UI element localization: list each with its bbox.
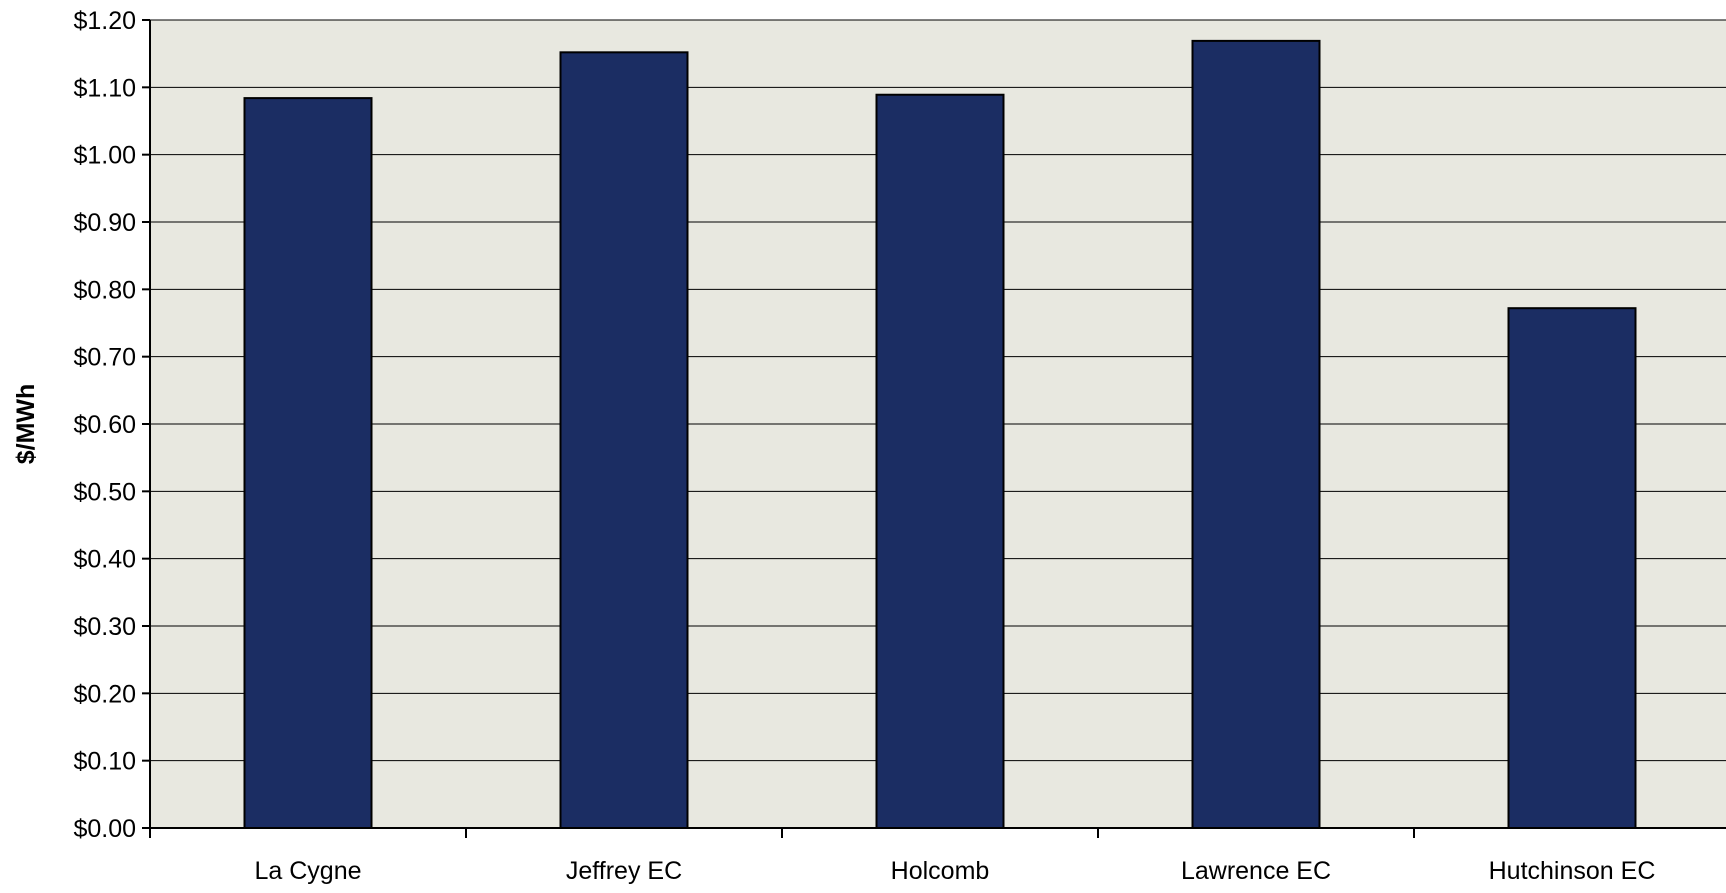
x-tick-label: Jeffrey EC [566,857,682,885]
y-tick-labels: $0.00 $0.10 $0.20 $0.30 $0.40 $0.50 $0.60 $0.70… [73,7,136,843]
bar [1191,39,1321,829]
y-tick-label: $0.40 [73,546,136,574]
y-tick-label: $0.20 [73,680,136,708]
y-tick-label: $0.70 [73,344,136,372]
bar [243,97,373,829]
x-tick-label: Lawrence EC [1181,857,1331,885]
y-tick-label: $1.10 [73,74,136,102]
y-axis-title: $/MWh [12,384,40,465]
y-tick-label: $0.80 [73,276,136,304]
bar [1507,307,1637,830]
y-tick-label: $0.00 [73,815,136,843]
y-tick-label: $1.20 [73,7,136,35]
bar [559,51,689,829]
x-tick-labels: La Cygne Jeffrey EC Holcomb Lawrence EC Hutc… [254,857,1655,885]
y-tick-label: $0.60 [73,411,136,439]
y-tick-label: $1.00 [73,142,136,170]
x-tick-label: La Cygne [254,857,361,885]
y-tick-label: $0.50 [73,478,136,506]
y-tick-label: $0.90 [73,209,136,237]
bars [243,39,1637,830]
y-tick-label: $0.30 [73,613,136,641]
bar [875,93,1005,830]
x-tick-label: Holcomb [891,857,990,885]
axes [142,19,1726,838]
y-tick-label: $0.10 [73,748,136,776]
x-tick-label: Hutchinson EC [1489,857,1656,885]
